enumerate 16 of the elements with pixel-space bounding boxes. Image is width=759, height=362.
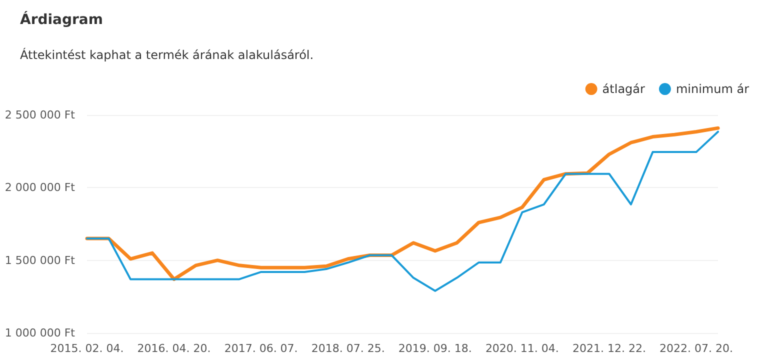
y-tick-label: 2 500 000 Ft — [4, 108, 76, 122]
chart-title: Árdiagram — [20, 11, 103, 28]
y-tick-label: 2 000 000 Ft — [4, 181, 76, 194]
x-tick-label: 2017. 06. 07. — [224, 342, 298, 355]
y-tick-label: 1 000 000 Ft — [4, 326, 76, 340]
x-tick-label: 2021. 12. 22. — [572, 342, 646, 355]
x-tick-label: 2020. 11. 04. — [485, 342, 559, 355]
x-tick-label: 2015. 02. 04. — [50, 342, 124, 355]
x-tick-label: 2019. 09. 18. — [398, 342, 472, 355]
x-tick-label: 2022. 07. 20. — [660, 342, 733, 355]
legend-label: átlagár — [602, 82, 646, 96]
chart-subtitle: Áttekintést kaphat a termék árának alakulásáról. — [20, 47, 314, 62]
legend-label: minimum ár — [676, 82, 750, 96]
x-tick-label: 2018. 07. 25. — [311, 342, 385, 355]
x-tick-label: 2016. 04. 20. — [137, 342, 211, 355]
y-tick-label: 1 500 000 Ft — [4, 254, 76, 267]
